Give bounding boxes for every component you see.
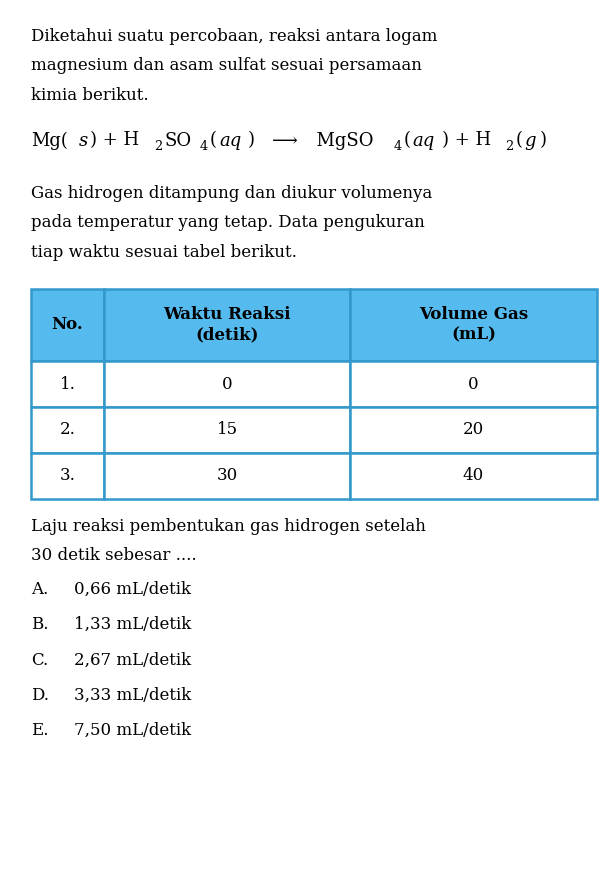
Text: 40: 40 [463, 467, 484, 485]
Text: Diketahui suatu percobaan, reaksi antara logam: Diketahui suatu percobaan, reaksi antara… [31, 28, 437, 45]
Bar [31, 453, 105, 499]
Text: E.: E. [31, 722, 48, 739]
Text: B.: B. [31, 616, 48, 633]
Text: 2.: 2. [60, 421, 76, 439]
Text: 3,33 mL/detik: 3,33 mL/detik [74, 687, 191, 704]
Text: 0: 0 [468, 375, 479, 393]
Text: 1.: 1. [60, 375, 76, 393]
Text: Mg(: Mg( [31, 132, 68, 150]
Text: 1,33 mL/detik: 1,33 mL/detik [74, 616, 191, 633]
Text: Volume Gas
(mL): Volume Gas (mL) [419, 306, 528, 343]
Bar [351, 289, 597, 361]
Text: ) + H: ) + H [90, 132, 140, 149]
Text: 4: 4 [393, 140, 402, 154]
Text: 20: 20 [463, 421, 484, 439]
Text: magnesium dan asam sulfat sesuai persamaan: magnesium dan asam sulfat sesuai persama… [31, 57, 422, 74]
Text: aq: aq [219, 132, 241, 149]
Bar [351, 407, 597, 453]
Text: ⟶: ⟶ [272, 132, 297, 149]
Text: 0: 0 [222, 375, 232, 393]
Text: 3.: 3. [60, 467, 76, 485]
Text: 30: 30 [216, 467, 238, 485]
Bar [105, 361, 351, 407]
Text: A.: A. [31, 581, 48, 598]
Bar [31, 407, 105, 453]
Text: 4: 4 [199, 140, 207, 154]
Text: D.: D. [31, 687, 49, 704]
Text: 15: 15 [217, 421, 238, 439]
Text: No.: No. [52, 316, 84, 334]
Text: g: g [525, 132, 536, 149]
Bar [105, 289, 351, 361]
Text: tiap waktu sesuai tabel berikut.: tiap waktu sesuai tabel berikut. [31, 244, 296, 260]
Text: aq: aq [413, 132, 435, 149]
Text: (: ( [210, 132, 217, 149]
Text: 2,67 mL/detik: 2,67 mL/detik [74, 652, 191, 668]
Text: 7,50 mL/detik: 7,50 mL/detik [74, 722, 191, 739]
Text: Gas hidrogen ditampung dan diukur volumenya: Gas hidrogen ditampung dan diukur volume… [31, 185, 432, 202]
Text: Waktu Reaksi
(detik): Waktu Reaksi (detik) [164, 306, 291, 343]
Text: s: s [78, 132, 87, 149]
Text: (: ( [404, 132, 411, 149]
Bar [351, 453, 597, 499]
Bar [31, 361, 105, 407]
Text: 30 detik sebesar ....: 30 detik sebesar .... [31, 547, 196, 564]
Text: (: ( [515, 132, 523, 149]
Bar [105, 453, 351, 499]
Text: C.: C. [31, 652, 48, 668]
Text: ): ) [248, 132, 266, 149]
Text: Laju reaksi pembentukan gas hidrogen setelah: Laju reaksi pembentukan gas hidrogen set… [31, 518, 426, 535]
Text: MgSO: MgSO [305, 132, 373, 149]
Text: SO: SO [164, 132, 191, 149]
Text: pada temperatur yang tetap. Data pengukuran: pada temperatur yang tetap. Data penguku… [31, 215, 424, 231]
Text: ) + H: ) + H [442, 132, 491, 149]
Bar [105, 407, 351, 453]
Text: 0,66 mL/detik: 0,66 mL/detik [74, 581, 191, 598]
Text: 2: 2 [505, 140, 513, 154]
Text: 2: 2 [154, 140, 162, 154]
Bar [351, 361, 597, 407]
Text: kimia berikut.: kimia berikut. [31, 87, 148, 103]
Bar [31, 289, 105, 361]
Text: ): ) [539, 132, 547, 149]
